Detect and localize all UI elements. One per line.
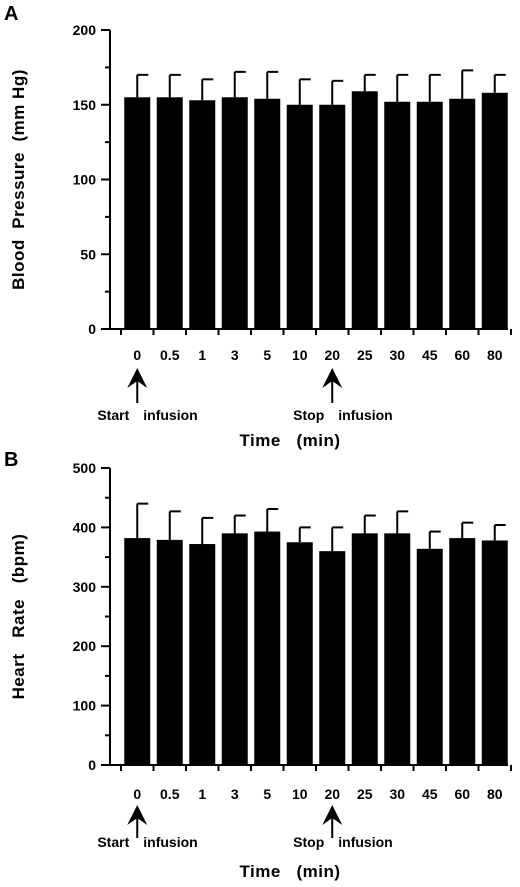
bar-0 (124, 97, 151, 330)
bar-0.5 (156, 97, 183, 330)
x-tick-label: 0.5 (160, 347, 180, 363)
x-tick-label: 1 (198, 786, 206, 802)
annotation-arrow (322, 805, 343, 838)
x-tick-label: 1 (198, 347, 206, 363)
annotation-label: Start (97, 407, 129, 423)
arrow-head (127, 805, 148, 825)
y-tick-label: 200 (73, 638, 97, 654)
annotation-label: infusion (338, 407, 392, 423)
y-tick-label: 100 (73, 172, 97, 188)
bar-45 (416, 101, 443, 329)
bar-20 (319, 104, 346, 329)
annotation-label: Stop (293, 407, 324, 423)
x-tick-label: 80 (487, 347, 503, 363)
bar-45 (416, 548, 443, 765)
y-tick-label: 300 (73, 579, 97, 595)
x-tick-label: 80 (487, 786, 503, 802)
x-tick-label: 5 (263, 347, 271, 363)
annotation-label: infusion (143, 834, 197, 850)
y-tick-label: 400 (73, 519, 97, 535)
bar-1 (189, 100, 216, 329)
bar-25 (351, 533, 378, 765)
x-tick-label: 0 (133, 786, 141, 802)
x-tick-label: 30 (389, 786, 405, 802)
annotation-arrow (127, 805, 148, 838)
annotation-label: Start (97, 834, 129, 850)
panel-letter: B (4, 449, 18, 471)
bar-5 (254, 98, 281, 330)
x-tick-label: 25 (357, 786, 373, 802)
annotation-label: infusion (143, 407, 197, 423)
y-axis-label: Heart Rate (bpm) (9, 534, 28, 700)
bar-10 (286, 542, 313, 765)
x-tick-label: 60 (454, 347, 470, 363)
bar-10 (286, 104, 313, 329)
arrow-head (322, 368, 343, 388)
x-axis-label: Time (min) (239, 862, 340, 881)
bar-30 (384, 101, 411, 329)
arrow-head (127, 368, 148, 388)
bar-0 (124, 538, 151, 765)
y-tick-label: 200 (73, 22, 97, 38)
x-tick-label: 20 (324, 347, 340, 363)
y-tick-label: 0 (88, 321, 96, 337)
y-tick-label: 0 (88, 757, 96, 773)
bar-30 (384, 533, 411, 765)
x-tick-label: 5 (263, 786, 271, 802)
x-tick-label: 60 (454, 786, 470, 802)
y-tick-label: 150 (73, 97, 97, 113)
arrow-head (322, 805, 343, 825)
x-tick-label: 10 (292, 786, 308, 802)
bar-80 (481, 540, 508, 765)
bar-25 (351, 91, 378, 329)
bar-80 (481, 92, 508, 329)
annotation-arrow (127, 368, 148, 403)
x-tick-label: 45 (422, 347, 438, 363)
x-axis-label: Time (min) (239, 431, 340, 450)
bar-3 (221, 97, 248, 330)
bar-20 (319, 551, 346, 765)
x-tick-label: 30 (389, 347, 405, 363)
x-tick-label: 20 (324, 786, 340, 802)
chart-panel-b: B 0 100 200 300 400 500 0 0.5 1 3 5 10 20 25 30 45 60 80 St… (4, 449, 512, 881)
bar-1 (189, 544, 216, 765)
bar-0.5 (156, 539, 183, 765)
x-tick-label: 3 (231, 347, 239, 363)
x-tick-label: 0.5 (160, 786, 180, 802)
x-tick-label: 25 (357, 347, 373, 363)
x-tick-label: 3 (231, 786, 239, 802)
y-tick-label: 50 (80, 246, 96, 262)
bar-60 (449, 98, 476, 330)
x-tick-label: 0 (133, 347, 141, 363)
y-tick-label: 500 (73, 460, 97, 476)
annotation-label: Stop (293, 834, 324, 850)
x-tick-label: 45 (422, 786, 438, 802)
x-tick-label: 10 (292, 347, 308, 363)
y-axis-label: Blood Pressure (mm Hg) (9, 69, 28, 290)
annotation-label: infusion (338, 834, 392, 850)
bar-60 (449, 538, 476, 765)
y-tick-label: 100 (73, 698, 97, 714)
bar-3 (221, 533, 248, 765)
panel-letter: A (4, 3, 18, 25)
annotation-arrow (322, 368, 343, 403)
bar-5 (254, 531, 281, 765)
